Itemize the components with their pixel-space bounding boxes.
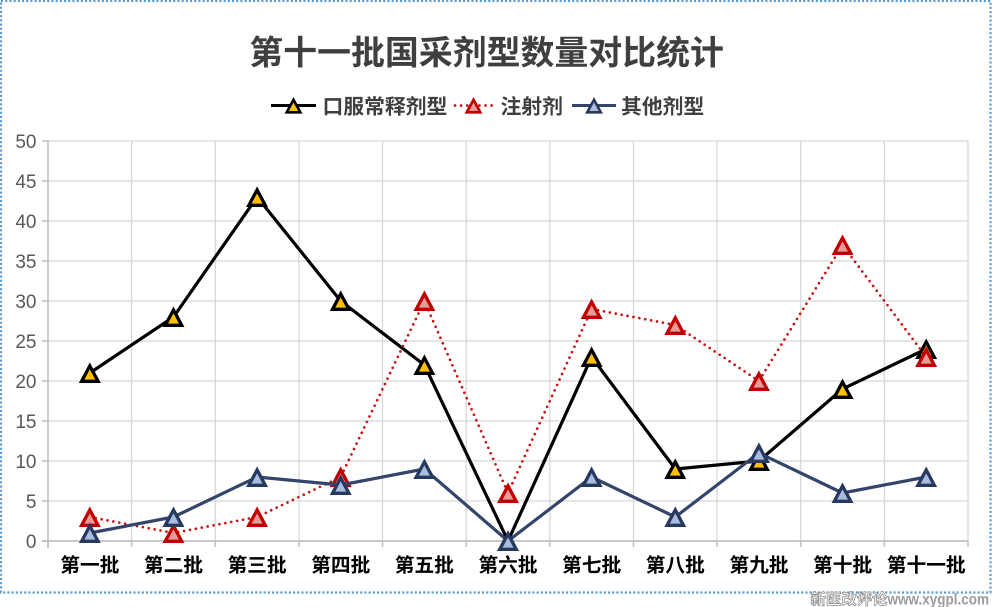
svg-text:25: 25 (15, 332, 36, 353)
svg-text:40: 40 (15, 212, 36, 233)
svg-text:45: 45 (15, 172, 36, 193)
svg-text:0: 0 (26, 532, 37, 553)
svg-text:5: 5 (26, 492, 37, 513)
svg-text:30: 30 (15, 292, 36, 313)
svg-text:20: 20 (15, 372, 36, 393)
svg-text:15: 15 (15, 412, 36, 433)
svg-text:www.xygpl.com: www.xygpl.com (887, 592, 989, 607)
svg-text:50: 50 (15, 132, 36, 153)
svg-text:10: 10 (15, 452, 36, 473)
svg-text:35: 35 (15, 252, 36, 273)
